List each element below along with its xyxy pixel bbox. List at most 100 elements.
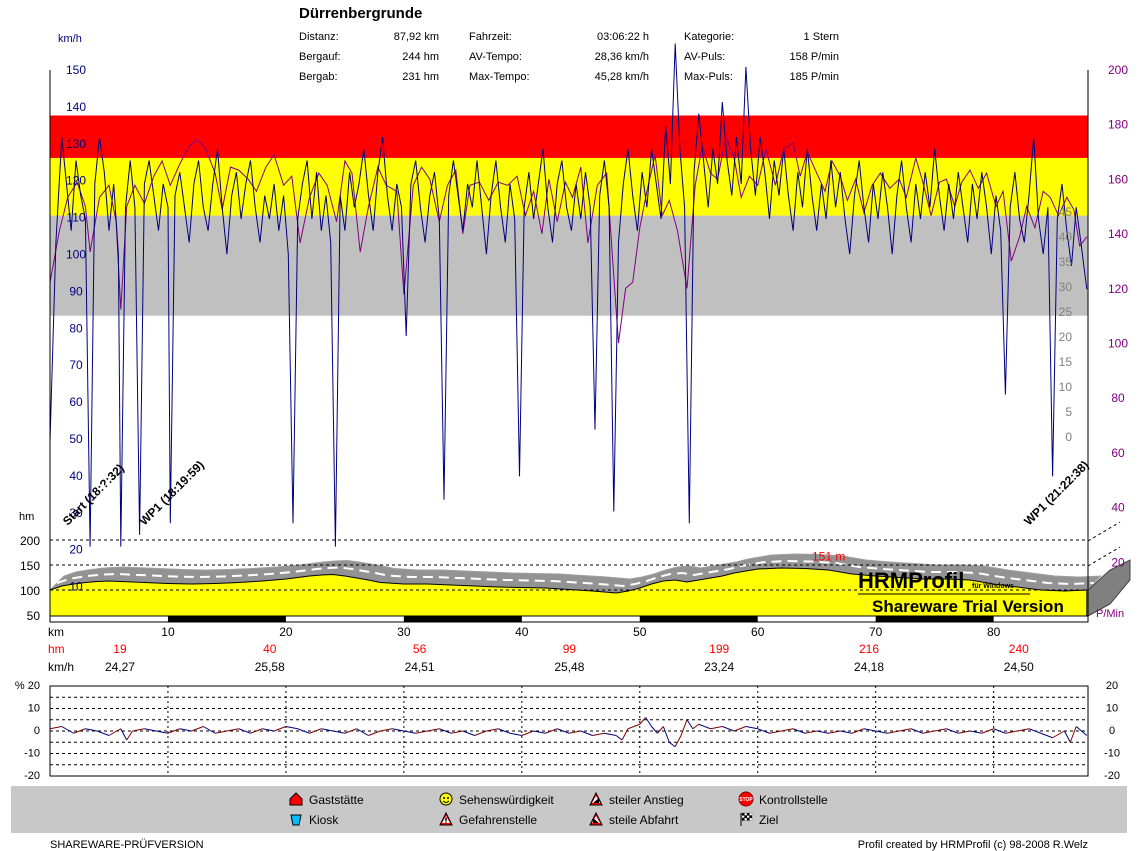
legend-label: Ziel [759,813,778,827]
watermark-small: für Windows [972,583,1014,590]
gradient-segment [792,728,806,734]
gradient-segment [368,730,381,736]
stat-label: Bergab: [299,71,338,83]
inner-speed-tick-label: 40 [1059,230,1073,244]
gradient-segment [1069,726,1077,743]
speed-tick-label: 70 [69,358,83,372]
stat-value: 244 hm [402,51,439,63]
inner-speed-tick-label: 35 [1059,255,1073,269]
inner-speed-tick-label: 15 [1059,355,1073,369]
gradient-segment [828,730,841,734]
gradient-right-tick: 0 [1109,725,1115,737]
gradient-segment [592,732,605,736]
watermark-logo: HRMProfil [858,568,964,593]
gradient-segment [486,728,499,732]
side-dash-line [1087,521,1121,542]
gradient-segment [356,728,369,736]
km-tick-label: 70 [869,625,883,639]
speed-line [49,43,1088,547]
inner-speed-tick-label: 45 [1059,205,1073,219]
legend-label: steile Abfahrt [609,813,679,827]
house-icon [289,792,303,806]
hm-row-value: 56 [413,642,427,656]
descent-icon [589,811,603,826]
inner-speed-tick-label: 5 [1065,405,1072,419]
speed-tick-label: 120 [66,174,86,188]
speed-tick-label: 90 [69,284,83,298]
gradient-segment [1063,730,1071,743]
gradient-segment [969,730,982,734]
legend-label: Kiosk [309,813,339,827]
waypoint-label: WP1 (18:19:59) [137,458,207,528]
gradient-segment [781,728,794,732]
gradient-segment [226,728,239,732]
gradient-left-tick: % 20 [15,680,40,692]
hm-row-value: 216 [859,642,879,656]
stat-value: 1 Stern [803,31,839,43]
gradient-segment [557,728,570,734]
gradient-segment [509,732,522,736]
distance-bar-segment [167,616,286,622]
gradient-right-tick: 10 [1106,703,1118,715]
gradient-segment [698,723,711,730]
gradient-segment [692,723,700,730]
gradient-segment [191,726,204,732]
footer-left: SHAREWARE-PRÜFVERSION [50,839,204,851]
gradient-segment [875,730,888,734]
side-dash-line [1087,546,1121,567]
smiley-icon [439,792,453,806]
gradient-segment [899,728,912,732]
stat-value: 28,36 km/h [594,51,649,63]
distance-bar [49,615,1089,623]
gradient-segment [250,728,263,734]
waypoint-label: WP1 (21:22:38) [1021,458,1091,528]
gradient-segment [981,728,994,734]
km-tick-label: 80 [987,625,1001,639]
km-tick-label: 10 [161,625,175,639]
gradient-segment [108,728,122,736]
gradient-segment [167,728,180,734]
gradient-segment [391,728,404,732]
gradient-segment [686,719,694,730]
zone-band-red [50,115,1088,158]
gradient-segment [993,728,1006,734]
kmh-row-value: 23,24 [704,660,734,674]
pulse-tick-label: 60 [1111,446,1125,460]
ascent-icon [589,791,603,806]
gradient-segment [946,728,959,734]
legend-label: Gefahrenstelle [459,813,537,827]
gradient-segment [769,730,782,734]
elevation-tick-label: 150 [20,559,40,573]
gradient-segment [297,728,310,734]
inner-speed-tick-label: 0 [1065,430,1072,444]
gradient-segment [1075,726,1088,736]
legend-label: steiler Anstieg [609,793,684,807]
gradient-segment [321,728,334,732]
stop-sign-icon: STOP [738,791,754,807]
speed-tick-label: 140 [66,100,86,114]
kmh-row-value: 24,51 [405,660,435,674]
gradient-segment [639,717,647,725]
gradient-segment [156,730,169,734]
stat-label: Kategorie: [684,31,735,43]
gradient-segment [757,728,770,734]
speed-tick-label: 60 [69,395,83,409]
kmh-row-value: 25,48 [554,660,584,674]
gradient-right-tick: 20 [1106,680,1118,692]
gradient-segment [132,728,145,732]
distance-bar-segment [403,616,522,622]
gradient-segment [958,730,971,734]
gradient-segment [840,730,853,734]
inner-speed-tick-label: 30 [1059,280,1073,294]
kmh-row-value: 24,50 [1004,660,1034,674]
kmh-row-label: km/h [48,660,74,674]
speed-tick-label: 130 [66,137,86,151]
stat-value: 87,92 km [393,31,439,43]
gradient-segment [568,730,581,734]
elevation-highlight-line [56,559,1094,588]
km-tick-label: 20 [279,625,293,639]
gradient-segment [1028,728,1041,734]
stat-value: 158 P/min [789,51,839,63]
gradient-left-tick: -10 [24,748,40,760]
gradient-segment [415,730,428,734]
